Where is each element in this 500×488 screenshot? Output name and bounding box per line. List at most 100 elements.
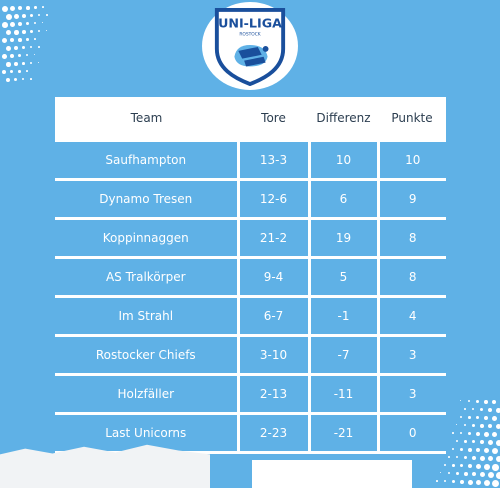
decor-dot xyxy=(22,14,27,19)
differenz-cell: -11 xyxy=(307,373,380,415)
decor-dot xyxy=(460,432,463,435)
decor-dot xyxy=(10,22,15,27)
differenz-cell: 10 xyxy=(307,139,380,181)
decor-dot xyxy=(496,424,500,430)
team-cell: AS Tralkörper xyxy=(55,256,240,298)
decor-dot xyxy=(18,22,22,26)
decor-dot xyxy=(6,46,11,51)
decor-dot xyxy=(468,448,472,452)
decor-dot xyxy=(460,400,462,402)
decor-dot xyxy=(14,78,18,82)
decor-dot xyxy=(38,62,40,64)
tore-cell: 2-13 xyxy=(236,373,311,415)
decor-dot xyxy=(464,408,466,410)
decor-dot xyxy=(484,464,490,470)
decor-dot xyxy=(30,30,33,33)
decor-dot xyxy=(484,480,491,487)
decor-dot xyxy=(22,78,25,81)
decor-dot xyxy=(476,448,481,453)
uni-liga-logo: UNI-LIGA ROSTOCK xyxy=(202,2,298,90)
header-team: Team xyxy=(55,97,238,141)
decor-dot xyxy=(2,70,7,75)
decor-dot xyxy=(460,480,464,484)
tore-cell: 6-7 xyxy=(236,295,311,337)
tore-cell: 12-6 xyxy=(236,178,311,220)
decor-dot xyxy=(468,400,471,403)
decor-dot xyxy=(484,416,489,421)
decor-dot xyxy=(480,456,485,461)
decor-dot xyxy=(42,22,44,24)
decor-dot xyxy=(472,472,477,477)
decor-dot xyxy=(460,448,463,451)
decor-dot xyxy=(456,472,459,475)
decor-dot xyxy=(26,22,30,26)
decor-dot xyxy=(464,440,467,443)
logo-title: UNI-LIGA xyxy=(218,15,282,30)
decor-dot xyxy=(480,440,485,445)
decor-dot xyxy=(10,54,14,58)
decor-dot xyxy=(30,62,33,65)
decor-dot xyxy=(492,432,498,438)
decor-dot xyxy=(472,424,475,427)
table-header-row: Team Tore Differenz Punkte xyxy=(55,97,446,141)
decor-dot xyxy=(10,6,16,12)
decor-dot xyxy=(6,78,11,83)
decor-dot xyxy=(484,448,490,454)
decor-dot xyxy=(18,54,22,58)
decor-dot xyxy=(26,38,29,41)
standings-table: Team Tore Differenz Punkte Saufhampton 13… xyxy=(55,97,446,454)
decor-dot xyxy=(440,472,442,474)
decor-dot xyxy=(38,46,40,48)
decor-dot xyxy=(480,424,484,428)
decor-dot xyxy=(30,78,32,80)
decor-dot xyxy=(464,456,468,460)
decor-dot xyxy=(496,408,500,413)
decor-dot xyxy=(18,38,22,42)
decor-dot xyxy=(6,62,11,67)
table-row: AS Tralkörper 9-4 5 8 xyxy=(55,256,446,298)
punkte-cell: 3 xyxy=(376,334,446,376)
decor-dot xyxy=(436,480,438,482)
team-cell: Holzfäller xyxy=(55,373,240,415)
decor-dot xyxy=(468,416,471,419)
decor-dot xyxy=(26,6,30,10)
decor-dot xyxy=(492,464,499,471)
decor-dot xyxy=(480,472,486,478)
decor-dot xyxy=(484,432,489,437)
decor-dot xyxy=(492,480,500,488)
team-cell: Dynamo Tresen xyxy=(55,178,240,220)
decor-dot xyxy=(34,22,37,25)
decor-dot xyxy=(492,416,497,421)
decor-dot xyxy=(476,464,481,469)
decor-dot xyxy=(14,30,19,35)
team-cell: Koppinnaggen xyxy=(55,217,240,259)
differenz-cell: 6 xyxy=(307,178,380,220)
decor-dot xyxy=(472,456,476,460)
team-cell: Im Strahl xyxy=(55,295,240,337)
tore-cell: 21-2 xyxy=(236,217,311,259)
decor-dot xyxy=(452,448,455,451)
decor-dot xyxy=(34,38,36,40)
team-cell: Saufhampton xyxy=(55,139,240,181)
decor-dot xyxy=(26,70,28,72)
decor-dot xyxy=(492,400,497,405)
decor-dot xyxy=(496,472,500,479)
bottom-white-panel xyxy=(252,460,412,488)
decor-dot xyxy=(472,440,476,444)
differenz-cell: 5 xyxy=(307,256,380,298)
decor-dot xyxy=(464,424,467,427)
decor-dot xyxy=(492,448,498,454)
punkte-cell: 4 xyxy=(376,295,446,337)
decor-dot xyxy=(488,456,494,462)
tore-cell: 3-10 xyxy=(236,334,311,376)
decor-dot xyxy=(460,416,462,418)
punkte-cell: 8 xyxy=(376,217,446,259)
decor-dot xyxy=(476,480,482,486)
decor-dot xyxy=(10,70,14,74)
shield-logo-icon: UNI-LIGA ROSTOCK xyxy=(214,7,286,86)
decor-dot xyxy=(488,472,494,478)
decor-dot xyxy=(488,408,492,412)
decor-dot xyxy=(464,472,468,476)
table-row: Rostocker Chiefs 3-10 -7 3 xyxy=(55,334,446,376)
decor-dot xyxy=(448,456,450,458)
